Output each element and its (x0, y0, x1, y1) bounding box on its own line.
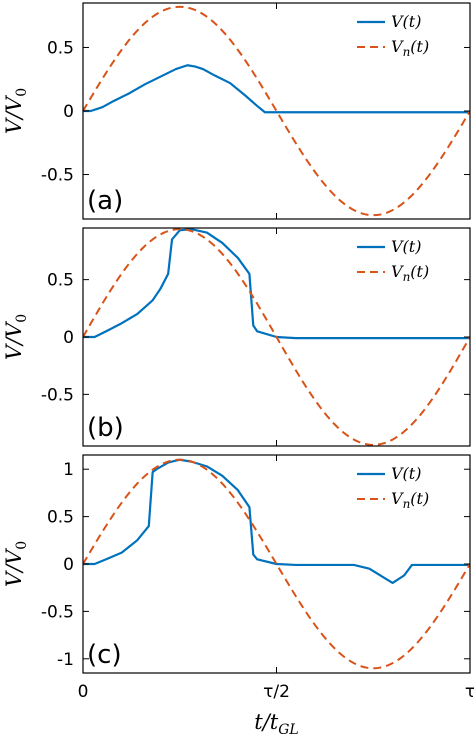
panel-label: (b) (87, 413, 124, 443)
voltage-line (83, 458, 470, 585)
y-tick-label: -0.5 (41, 385, 74, 405)
panel-label: (c) (87, 640, 122, 670)
legend-label-normal-voltage: Vn(t) (391, 489, 429, 511)
y-tick-label: -0.5 (41, 166, 74, 186)
y-tick-label: 0.5 (47, 508, 74, 528)
normal-voltage-line (83, 458, 470, 670)
y-tick-label: 0.5 (47, 38, 74, 58)
y-tick-label: 0.5 (47, 271, 74, 291)
panel-label: (a) (87, 186, 123, 216)
y-tick-label: -0.5 (41, 602, 74, 622)
x-axis-title: t/tGL (254, 710, 298, 738)
y-tick-label: -1 (57, 650, 74, 670)
x-tick-label: 0 (78, 682, 89, 702)
normal-voltage-line (83, 5, 470, 217)
legend-label-voltage: V(t) (391, 237, 421, 256)
legend-label-normal-voltage: Vn(t) (391, 262, 429, 284)
y-axis-title: V/V0 (2, 541, 30, 587)
x-tick-label: τ (465, 682, 474, 702)
y-axis-title: V/V0 (2, 88, 30, 134)
y-tick-label: 0 (63, 102, 74, 122)
y-tick-label: 0 (63, 555, 74, 575)
y-tick-label: 1 (63, 460, 74, 480)
voltage-line (83, 64, 470, 114)
voltage-line (83, 228, 470, 340)
x-tick-label: τ/2 (263, 682, 290, 702)
axes-frame (82, 2, 471, 220)
normal-voltage-line (83, 228, 470, 446)
y-axis-title: V/V0 (2, 314, 30, 360)
legend-label-normal-voltage: Vn(t) (391, 37, 429, 59)
y-tick-label: 0 (63, 328, 74, 348)
legend-label-voltage: V(t) (391, 464, 421, 483)
legend-label-voltage: V(t) (391, 12, 421, 31)
